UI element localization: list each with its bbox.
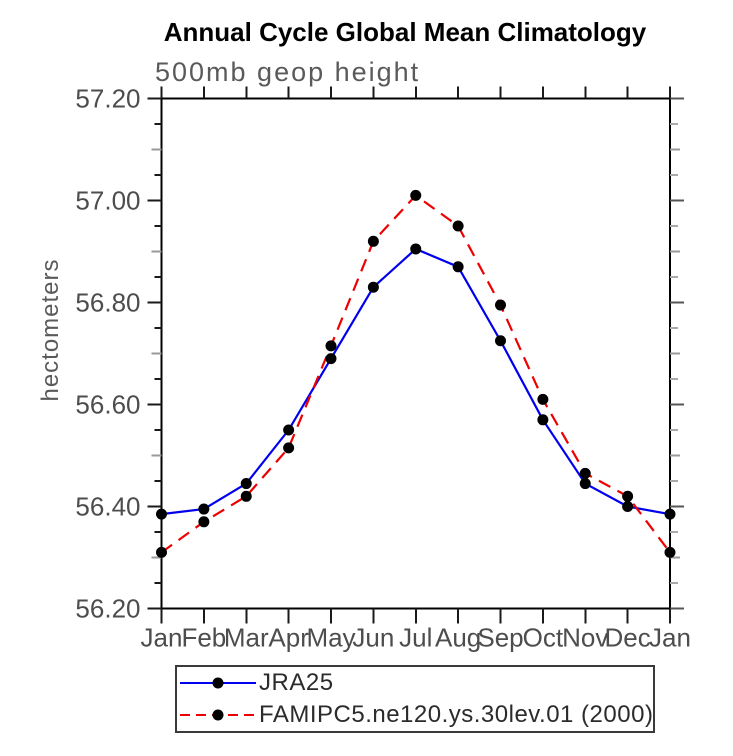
legend-item-famipc5: FAMIPC5.ne120.ys.30lev.01 (2000): [177, 700, 653, 730]
svg-text:56.20: 56.20: [75, 594, 140, 624]
svg-text:56.40: 56.40: [75, 492, 140, 522]
svg-text:Jan: Jan: [141, 623, 183, 653]
svg-text:Apr: Apr: [268, 623, 309, 653]
svg-text:Jul: Jul: [399, 623, 432, 653]
legend-line-sample-solid: [180, 677, 256, 689]
chart-subtitle: 500mb geop height: [155, 57, 420, 87]
svg-text:Jun: Jun: [352, 623, 394, 653]
legend-label-famipc5: FAMIPC5.ne120.ys.30lev.01 (2000): [259, 700, 654, 728]
svg-text:56.80: 56.80: [75, 288, 140, 318]
svg-text:Sep: Sep: [477, 623, 523, 653]
axes: [147, 86, 684, 624]
y-axis-label: hectometers: [37, 258, 64, 401]
chart-title: Annual Cycle Global Mean Climatology: [164, 17, 647, 47]
svg-text:May: May: [306, 623, 355, 653]
legend: JRA25 FAMIPC5.ne120.ys.30lev.01 (2000): [175, 665, 655, 733]
legend-line-sample-dashed: [180, 709, 256, 721]
legend-label-jra25: JRA25: [259, 669, 334, 697]
marker-dot-icon: [212, 709, 224, 721]
svg-text:Nov: Nov: [562, 623, 608, 653]
svg-text:Dec: Dec: [605, 623, 651, 653]
series-lines: [156, 189, 676, 558]
svg-text:Aug: Aug: [435, 623, 481, 653]
svg-text:Feb: Feb: [181, 623, 226, 653]
legend-item-jra25: JRA25: [177, 668, 653, 698]
svg-text:57.20: 57.20: [75, 84, 140, 114]
marker-dot-icon: [212, 677, 224, 689]
svg-text:57.00: 57.00: [75, 186, 140, 216]
svg-text:Mar: Mar: [224, 623, 269, 653]
svg-text:Jan: Jan: [649, 623, 691, 653]
svg-text:56.60: 56.60: [75, 390, 140, 420]
svg-text:Oct: Oct: [523, 623, 564, 653]
